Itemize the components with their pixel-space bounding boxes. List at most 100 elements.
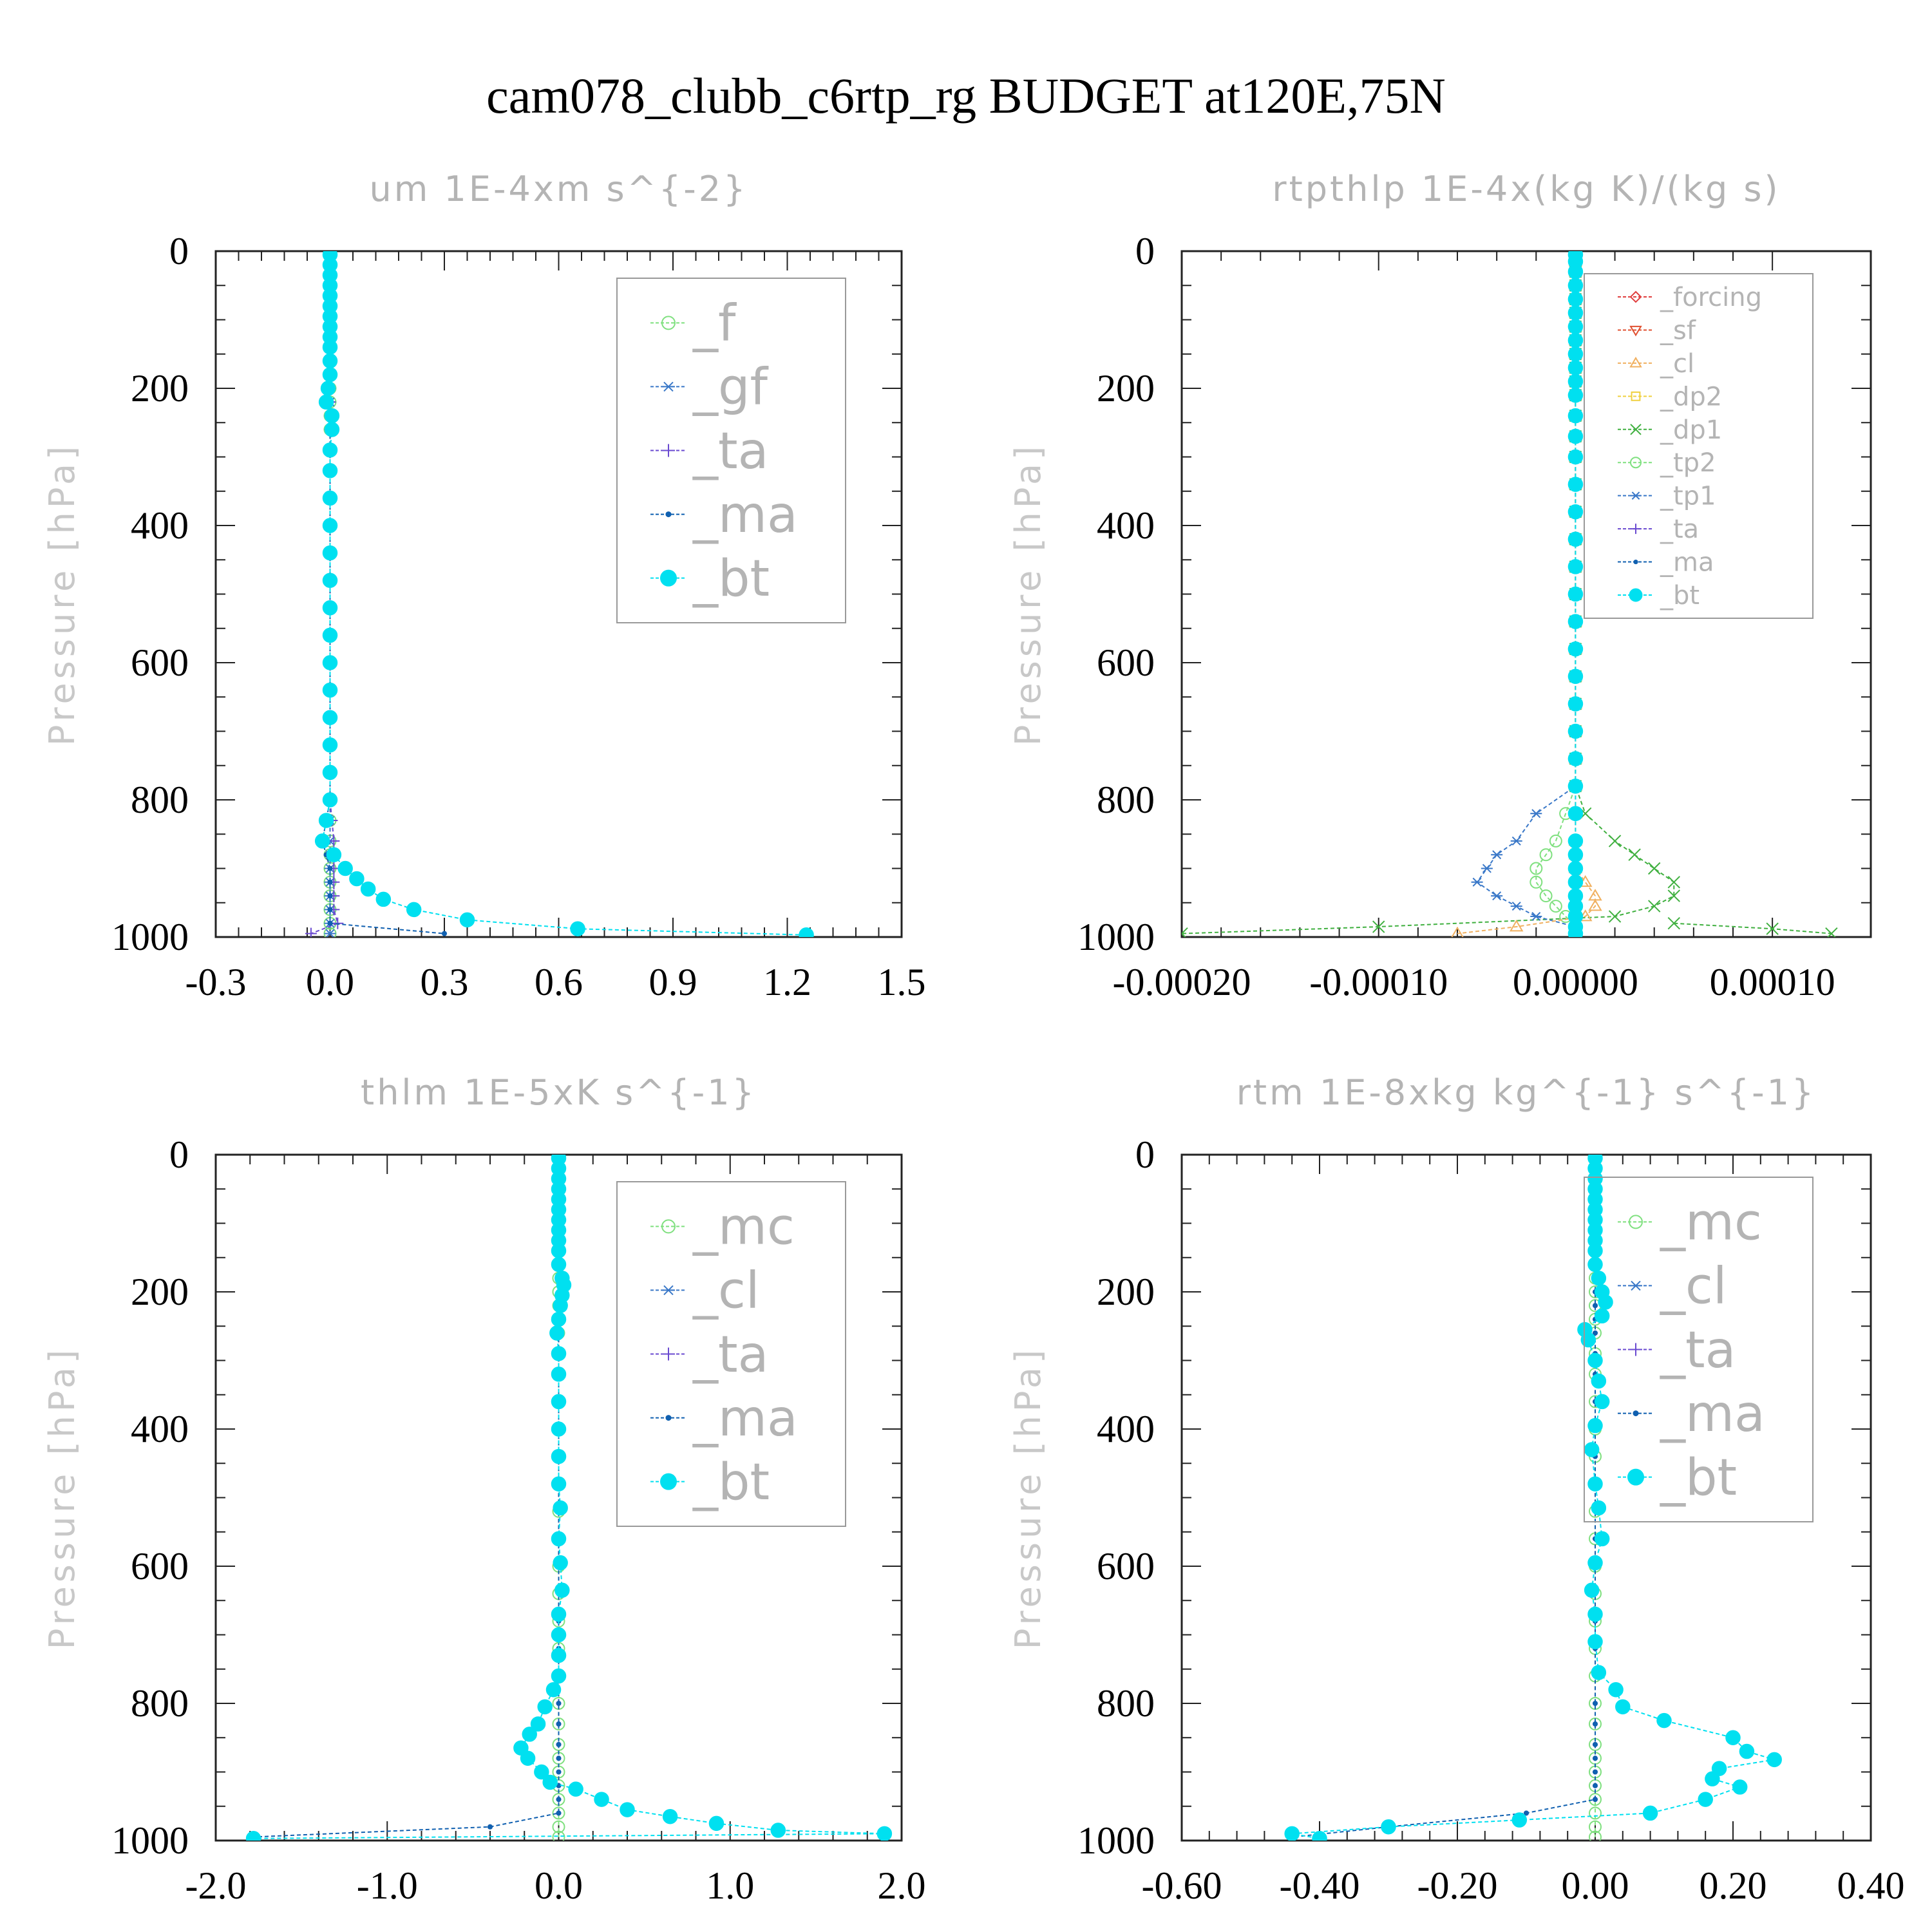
data-point-bt xyxy=(1567,860,1584,876)
panel-title: rtpthlp 1E-4x(kg K)/(kg s) xyxy=(1272,169,1780,209)
y-tick-label: 1000 xyxy=(111,916,189,958)
legend-marker-ta xyxy=(662,444,675,457)
data-point-mc xyxy=(1589,1793,1602,1806)
data-point-bt xyxy=(322,600,338,616)
data-point-bt xyxy=(459,912,475,928)
data-point-bt xyxy=(1594,1531,1610,1547)
data-point-bt xyxy=(1584,1582,1600,1598)
series-line-ma xyxy=(321,254,445,934)
series-line-dp1 xyxy=(1182,254,1675,934)
data-point-bt xyxy=(551,1256,567,1273)
legend-label: _dp1 xyxy=(1660,415,1722,445)
data-point-bt xyxy=(1594,1308,1610,1324)
data-point-bt xyxy=(534,1764,549,1780)
y-tick-label: 200 xyxy=(131,1271,189,1313)
y-axis-label: Pressure [hPa] xyxy=(1008,1346,1048,1649)
y-tick-label: 600 xyxy=(131,641,189,684)
legend-label: _bt xyxy=(692,1454,770,1511)
legend-label: _mc xyxy=(1660,1194,1762,1252)
data-point-dp1 xyxy=(1667,889,1680,902)
data-point-bt xyxy=(1511,1812,1528,1828)
data-point-bt xyxy=(1587,1555,1603,1571)
data-point-bt xyxy=(545,1681,562,1698)
data-point-ma xyxy=(327,866,333,871)
data-point-ma xyxy=(1592,1721,1598,1727)
panel-title: rtm 1E-8xkg kg^{-1} s^{-1} xyxy=(1236,1072,1817,1113)
legend-marker-mc xyxy=(1629,1215,1643,1229)
data-point-dp1 xyxy=(1648,900,1661,913)
legend-marker-f xyxy=(661,316,676,330)
plot-frame xyxy=(1180,250,1872,938)
data-point-bt xyxy=(1567,449,1584,465)
legend: _mc_cl_ta_ma_bt xyxy=(1584,1177,1814,1522)
data-point-bt xyxy=(1725,1730,1741,1745)
legend-marker-ta xyxy=(1629,1343,1642,1356)
data-point-bt xyxy=(406,902,422,918)
data-point-ma xyxy=(1592,1797,1598,1803)
data-point-bt xyxy=(1567,586,1584,602)
legend-marker-ta xyxy=(1631,524,1641,535)
data-point-bt xyxy=(1732,1779,1748,1795)
legend-label: _dp2 xyxy=(1660,382,1722,412)
series-group xyxy=(305,251,814,937)
legend: _mc_cl_ta_ma_bt xyxy=(616,1181,846,1527)
x-tick-label: 1.5 xyxy=(878,961,926,1003)
data-point-bt xyxy=(1598,1294,1613,1310)
y-tick-label: 1000 xyxy=(1077,1819,1155,1862)
data-point-bt xyxy=(551,1627,567,1643)
data-point-bt xyxy=(1587,1606,1603,1622)
data-point-ma xyxy=(327,907,333,913)
data-point-ma xyxy=(556,1810,562,1816)
chart-panel-rtm: rtm 1E-8xkg kg^{-1} s^{-1} Pressure [hPa]… xyxy=(1008,1072,1905,1907)
data-point-bt xyxy=(360,881,376,897)
series-group xyxy=(1284,1155,1782,1841)
x-tick-label: 0.00010 xyxy=(1710,961,1835,1003)
data-point-bt xyxy=(1567,428,1584,444)
data-point-ma xyxy=(1592,1783,1598,1788)
data-point-bt xyxy=(1705,1771,1720,1786)
legend-label: _gf xyxy=(692,359,769,417)
data-point-tp1 xyxy=(1491,850,1503,860)
series-group xyxy=(1182,251,1838,937)
data-point-bt xyxy=(876,1826,893,1841)
data-point-dp1 xyxy=(1608,835,1622,848)
data-point-bt xyxy=(1567,847,1584,862)
data-point-ma xyxy=(1592,1741,1598,1747)
x-tick-label: 0.3 xyxy=(421,961,469,1003)
data-point-bt xyxy=(375,891,392,907)
data-point-bt xyxy=(322,655,338,670)
data-point-bt xyxy=(549,1325,565,1341)
data-point-bt xyxy=(326,847,342,862)
y-tick-label: 800 xyxy=(131,779,189,821)
data-point-bt xyxy=(318,394,334,410)
data-point-bt xyxy=(1567,833,1584,849)
data-point-bt xyxy=(1567,387,1584,403)
panels: um 1E-4xm s^{-2} Pressure [hPa] 0 200 400 600… xyxy=(42,169,1905,1907)
data-point-bt xyxy=(322,710,338,725)
legend-label: _tp1 xyxy=(1660,482,1716,511)
data-point-bt xyxy=(1608,1681,1624,1698)
data-point-ma xyxy=(556,1700,562,1707)
data-point-cl xyxy=(1509,920,1524,932)
legend-label: _f xyxy=(692,295,737,353)
x-tick-label: -0.00010 xyxy=(1309,961,1448,1003)
data-point-bt xyxy=(1567,332,1584,348)
data-point-bt xyxy=(551,1394,567,1410)
legend-label: _ta xyxy=(692,422,768,480)
legend-box xyxy=(616,1181,846,1527)
data-point-ta xyxy=(328,835,340,847)
legend-label: _ta xyxy=(692,1326,768,1384)
data-point-bt xyxy=(349,871,365,887)
x-tick-label: 1.2 xyxy=(763,961,811,1003)
data-point-bt xyxy=(520,1750,536,1766)
data-point-ma xyxy=(556,1721,562,1727)
data-point-tp1 xyxy=(1510,836,1522,846)
plot-frame xyxy=(1180,1153,1872,1842)
data-point-bt xyxy=(1656,1712,1672,1728)
legend-marker-cl xyxy=(662,1285,675,1296)
data-point-bt xyxy=(1567,641,1584,657)
data-point-bt xyxy=(1567,696,1584,712)
legend-label: _forcing xyxy=(1660,283,1762,312)
data-point-bt xyxy=(1567,925,1584,937)
legend-label: _cl xyxy=(1660,349,1694,379)
